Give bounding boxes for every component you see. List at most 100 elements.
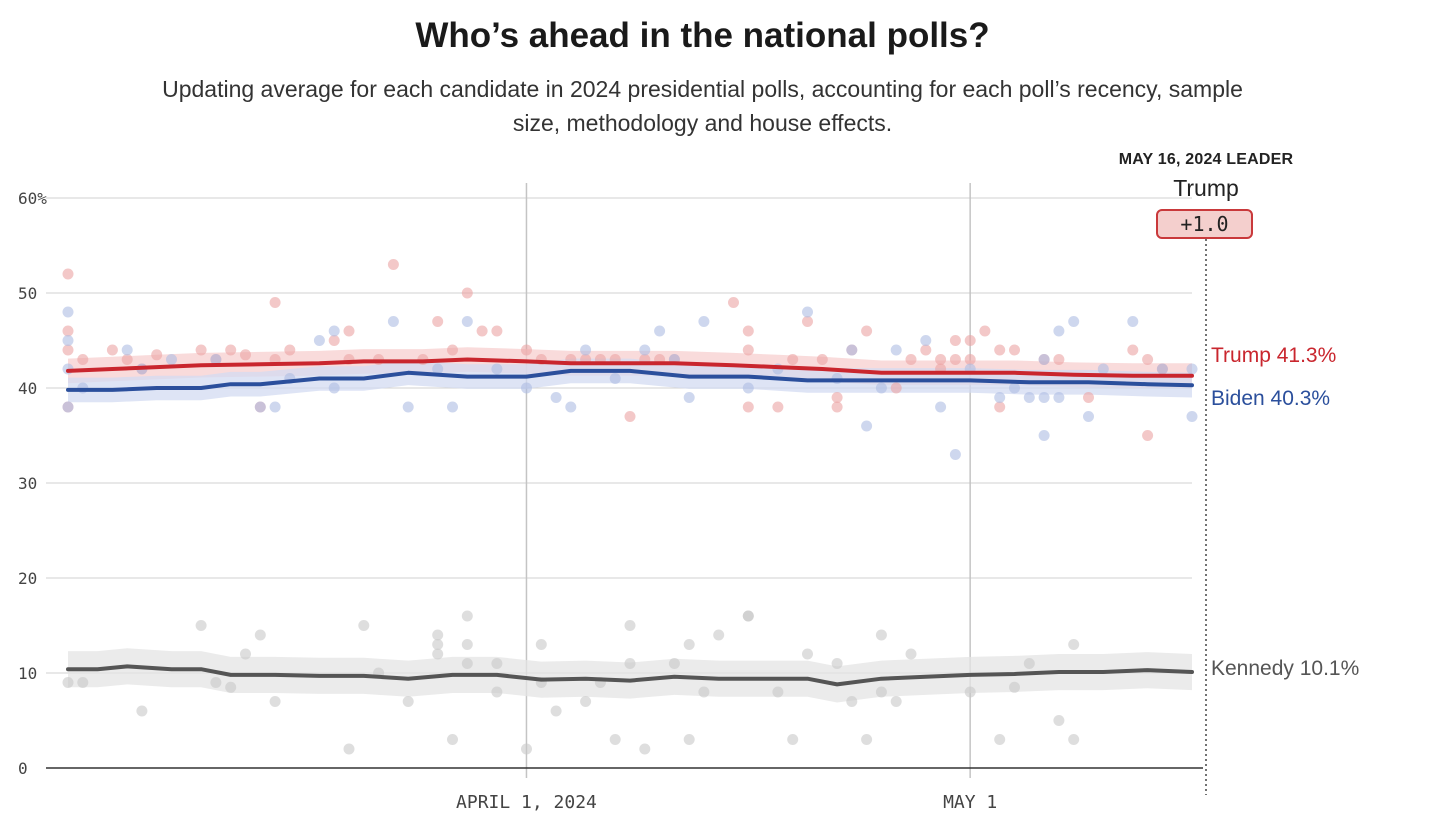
biden-poll-dot (802, 306, 813, 318)
y-tick-label: 50 (18, 284, 37, 303)
trump-poll-dot (787, 354, 799, 365)
x-tick-label: MAY 1 (943, 792, 997, 813)
biden-poll-dot (1053, 392, 1065, 403)
trump-poll-dot (106, 344, 118, 356)
trump-poll-dot (949, 354, 961, 365)
biden-poll-dot (654, 325, 666, 337)
kennedy-poll-dot (875, 686, 887, 698)
kennedy-poll-dot (521, 743, 532, 755)
biden-poll-dot (1038, 430, 1050, 441)
trump-poll-dot (62, 325, 74, 337)
trump-poll-dot (905, 354, 917, 365)
kennedy-poll-dot (742, 610, 754, 622)
biden-poll-dot (935, 401, 947, 413)
kennedy-poll-dot (787, 734, 799, 745)
biden-poll-dot (550, 392, 562, 403)
biden-poll-dot (254, 401, 266, 413)
kennedy-average-line (66, 664, 1194, 687)
biden-poll-dot (62, 335, 74, 346)
trump-poll-dot (890, 382, 902, 394)
trump-poll-dot (521, 344, 532, 356)
biden-poll-dot (121, 344, 133, 356)
trump-poll-dot (225, 344, 237, 356)
kennedy-poll-dot (343, 743, 355, 755)
x-tick-label: APRIL 1, 2024 (456, 792, 597, 813)
trump-poll-dot (1009, 344, 1020, 356)
biden-poll-dot (1083, 411, 1094, 422)
trump-poll-dot (772, 401, 784, 413)
trump-poll-dot (728, 297, 739, 308)
kennedy-poll-dot (772, 686, 784, 698)
trump-poll-dot (1142, 430, 1154, 441)
biden-poll-dot (1127, 316, 1139, 327)
trump-poll-dot (476, 325, 488, 337)
biden-poll-dot (402, 401, 414, 413)
kennedy-poll-dot (269, 696, 281, 707)
trump-end-label: Trump 41.3% (1211, 344, 1337, 367)
trump-poll-dot (935, 354, 947, 365)
biden-poll-dot (166, 354, 177, 365)
kennedy-poll-dot (861, 734, 873, 745)
kennedy-poll-dot (698, 686, 710, 698)
trump-poll-dot (964, 335, 976, 346)
y-tick-label: 20 (18, 569, 37, 588)
kennedy-poll-dot (624, 620, 636, 631)
biden-poll-dot (1068, 316, 1080, 327)
kennedy-poll-dot (491, 658, 503, 669)
kennedy-poll-dot (461, 658, 473, 669)
chart-title: Who’s ahead in the national polls? (415, 16, 990, 55)
kennedy-poll-dot (432, 639, 444, 650)
kennedy-poll-dot (683, 734, 695, 745)
trump-poll-dot (491, 325, 503, 337)
biden-poll-dot (565, 401, 577, 413)
trump-poll-dot (964, 354, 976, 365)
trump-poll-dot (742, 344, 754, 356)
biden-poll-dot (861, 420, 873, 432)
kennedy-poll-dot (624, 658, 636, 669)
biden-poll-dot (62, 306, 74, 318)
trump-poll-dot (195, 344, 207, 356)
kennedy-poll-dot (580, 696, 592, 707)
biden-poll-dot (269, 401, 281, 413)
biden-poll-dot (609, 373, 621, 384)
trump-poll-dot (994, 344, 1006, 356)
biden-poll-dot (1053, 325, 1065, 337)
trump-poll-dot (461, 287, 473, 299)
trump-poll-dot (831, 392, 843, 403)
trump-poll-dot (328, 335, 340, 346)
trump-poll-dot (831, 401, 843, 413)
biden-poll-dot (742, 382, 754, 394)
kennedy-poll-dot (875, 629, 887, 641)
trump-poll-dot (920, 344, 932, 356)
y-tick-label: 10 (18, 664, 37, 683)
kennedy-poll-dot (639, 743, 651, 755)
biden-poll-dot (328, 325, 340, 337)
kennedy-poll-dot (195, 620, 207, 631)
biden-poll-dot (328, 382, 340, 394)
biden-poll-dot (521, 382, 532, 394)
trump-poll-dot (77, 354, 89, 365)
kennedy-poll-dot (609, 734, 621, 745)
leader-margin-badge: +1.0 (1156, 209, 1253, 239)
biden-poll-dot (313, 335, 325, 346)
biden-poll-dot (1097, 363, 1109, 375)
kennedy-end-label: Kennedy 10.1% (1211, 657, 1360, 680)
kennedy-poll-dot (210, 677, 222, 688)
biden-poll-dot (875, 382, 887, 394)
kennedy-poll-dot (1068, 734, 1080, 745)
kennedy-poll-dot (802, 648, 813, 660)
kennedy-poll-dot (491, 686, 503, 698)
kennedy-poll-dot (994, 734, 1006, 745)
kennedy-poll-dot (1053, 715, 1065, 726)
biden-poll-dot (1038, 354, 1050, 365)
kennedy-poll-dot (683, 639, 695, 650)
biden-poll-dot (210, 354, 222, 365)
biden-poll-dot (432, 363, 444, 375)
trump-poll-dot (151, 349, 163, 361)
biden-poll-dot (62, 401, 74, 413)
trump-poll-dot (447, 344, 458, 356)
kennedy-poll-dot (62, 677, 74, 688)
trump-average-line (66, 357, 1194, 378)
biden-poll-dot (491, 363, 503, 375)
kennedy-poll-dot (831, 658, 843, 669)
